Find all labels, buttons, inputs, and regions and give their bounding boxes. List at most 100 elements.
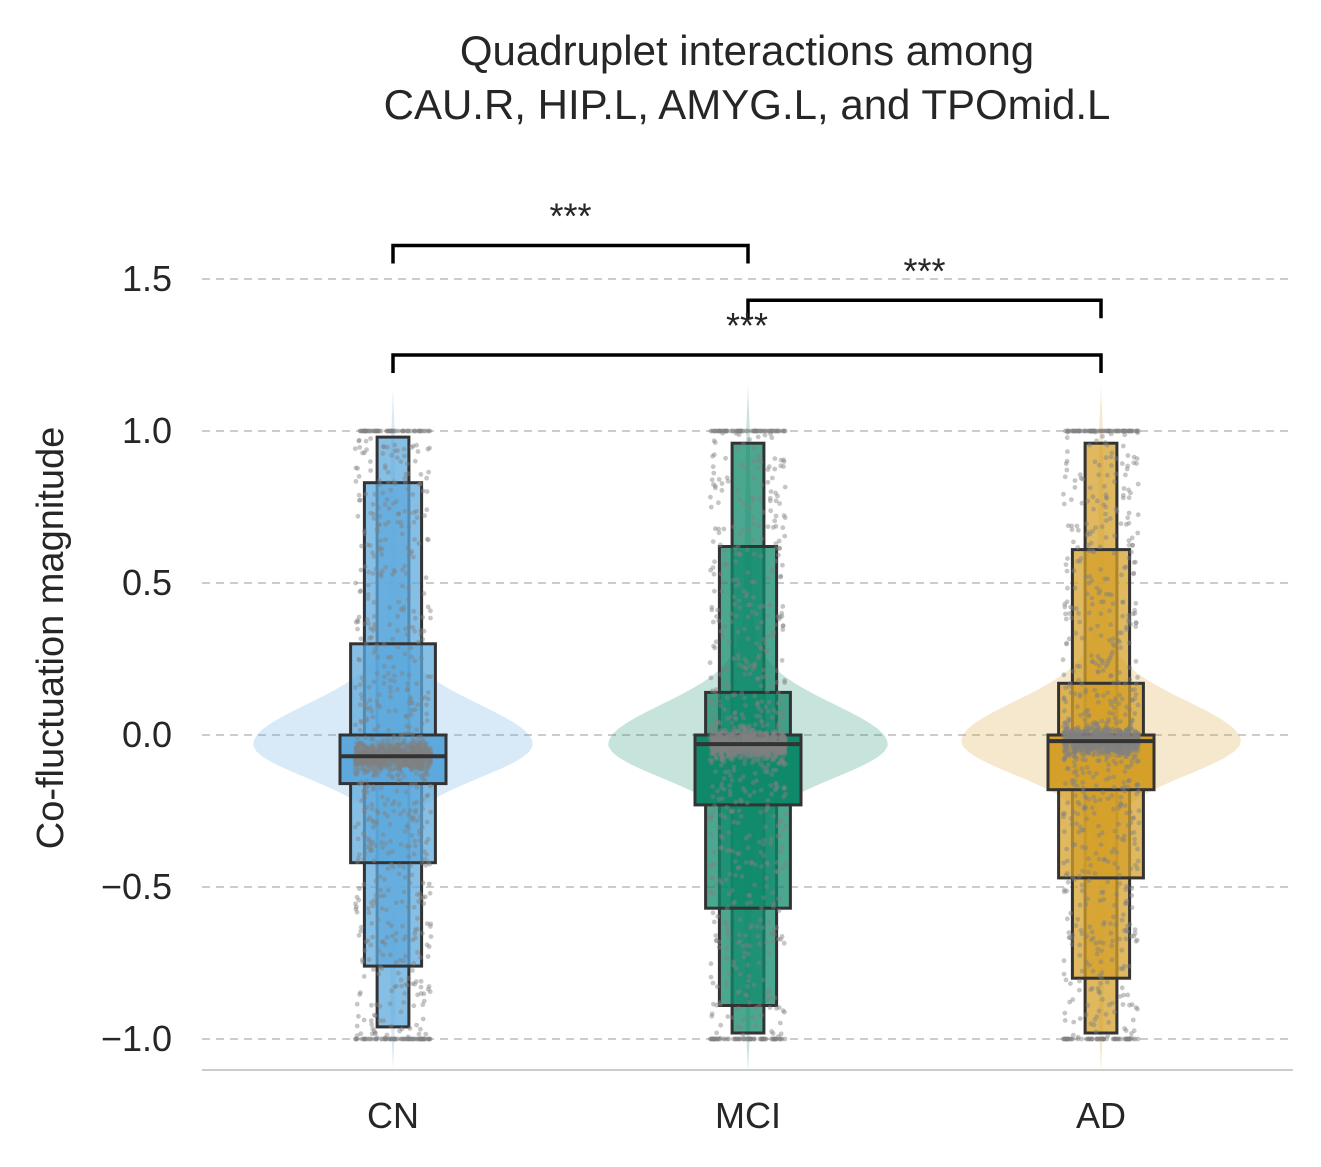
data-point-ad [1103,504,1109,510]
data-point-mci [708,494,713,500]
data-point-ad [1120,1002,1126,1007]
data-point-mci [782,737,788,742]
data-point-cn [357,761,363,766]
data-point-mci [723,730,728,735]
data-point-cn [413,781,418,787]
data-point-ad [1069,735,1075,740]
data-point-cn [372,625,377,631]
data-point-mci [722,548,728,553]
data-point-cn [394,741,400,747]
data-point-ad [1132,836,1137,842]
data-point-mci [738,1025,744,1031]
data-point-cn [378,893,384,899]
data-point-mci [746,978,751,983]
data-point-cn [371,967,376,972]
data-point-mci [748,602,753,608]
data-point-mci [729,428,735,434]
data-point-mci [777,749,782,755]
data-point-ad [1110,636,1116,642]
data-point-mci [736,808,742,814]
data-point-mci [718,745,723,751]
data-point-cn [404,983,410,988]
data-point-mci [769,428,775,434]
data-point-mci [731,736,737,741]
data-point-mci [712,690,718,695]
data-point-ad [1089,1036,1095,1042]
data-point-cn [398,520,404,525]
data-point-cn [360,758,366,763]
data-point-mci [719,736,725,741]
data-point-mci [728,714,734,720]
data-point-ad [1123,887,1129,892]
data-point-cn [369,747,375,753]
data-point-mci [777,1020,783,1026]
data-point-cn [417,742,423,747]
data-point-mci [711,1001,716,1007]
data-point-ad [1082,717,1088,723]
data-point-cn [381,761,386,767]
data-point-mci [736,724,742,730]
data-point-mci [774,754,780,759]
data-point-cn [389,758,395,764]
data-point-mci [736,1036,742,1042]
data-point-mci [748,735,753,741]
data-point-cn [362,621,368,627]
data-point-mci [755,676,761,682]
data-point-cn [409,748,415,753]
data-point-mci [718,753,724,759]
data-point-cn [385,428,391,434]
data-point-ad [1086,750,1092,756]
data-point-cn [371,516,377,521]
data-point-mci [747,663,753,669]
data-point-cn [383,761,389,767]
data-point-cn [356,821,361,827]
data-point-ad [1075,428,1080,434]
data-point-cn [420,880,426,886]
data-point-cn [367,635,373,641]
data-point-mci [748,727,754,733]
data-point-cn [373,1030,378,1036]
data-point-cn [397,741,402,747]
data-point-mci [756,752,761,758]
data-point-cn [373,748,379,753]
data-point-ad [1096,1008,1102,1014]
data-point-mci [715,731,721,737]
data-point-cn [407,748,413,754]
data-point-cn [407,808,413,813]
data-point-ad [1129,549,1134,555]
data-point-mci [753,428,758,434]
data-point-mci [719,729,725,735]
data-point-cn [383,748,388,754]
data-point-cn [357,702,363,707]
data-point-mci [757,644,763,650]
data-point-cn [354,746,360,752]
data-point-cn [384,749,390,755]
data-point-ad [1129,1031,1134,1036]
data-point-cn [354,765,360,771]
data-point-cn [356,745,361,751]
data-point-cn [410,760,415,765]
data-point-cn [386,887,391,893]
data-point-cn [362,564,368,570]
data-point-cn [400,428,405,434]
data-point-mci [720,736,726,742]
data-point-mci [757,839,762,845]
data-point-cn [394,930,399,936]
data-point-mci [758,733,764,739]
data-point-ad [1133,734,1138,740]
data-point-cn [401,607,406,613]
data-point-mci [729,720,735,726]
data-point-cn [390,933,396,939]
data-point-cn [361,761,367,767]
data-point-mci [734,1036,740,1042]
data-point-cn [370,737,376,742]
y-tick-labels: 1.51.00.50.0−0.5−1.0 [101,258,172,1059]
data-point-mci [776,1034,781,1039]
data-point-mci [713,733,719,739]
data-point-mci [768,746,774,752]
data-point-mci [738,733,743,739]
data-point-ad [1097,743,1103,749]
data-point-ad [1074,732,1080,738]
data-point-mci [774,749,780,754]
data-point-mci [723,735,729,741]
